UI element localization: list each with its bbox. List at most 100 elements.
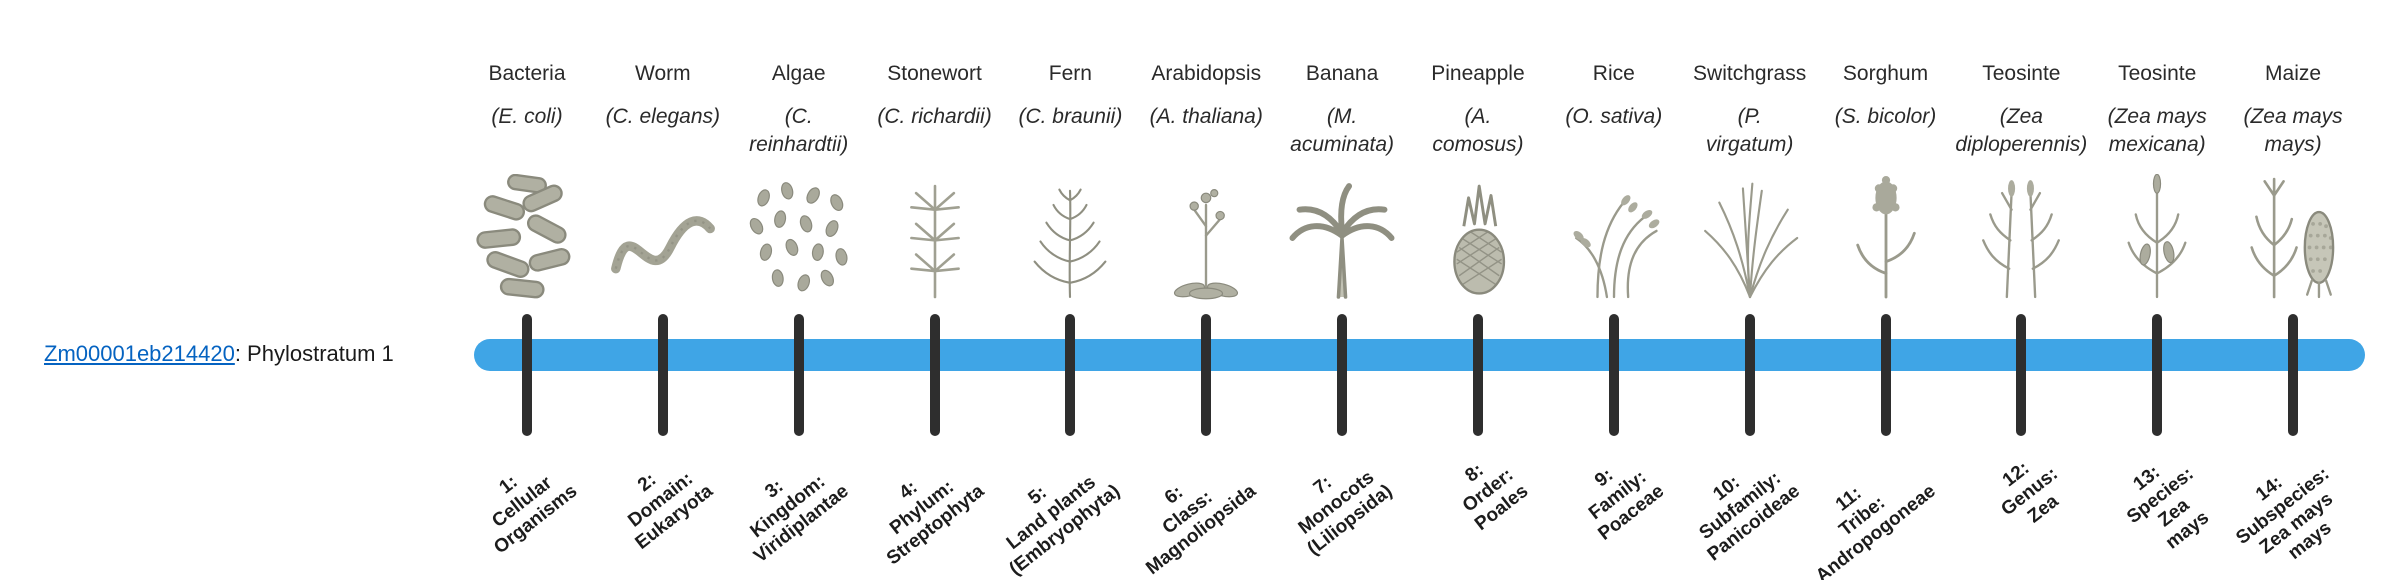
fern-icon (1033, 188, 1107, 299)
stratum-label: 8: Order: Poales (1444, 446, 1533, 536)
stratum-label: 2: Domain: Eukaryota (604, 446, 717, 555)
gene-link[interactable]: Zm00001eb214420 (44, 341, 235, 366)
organism-sci-line: (A. thaliana) (1149, 105, 1263, 128)
teosinte-diploperennis-icon (1982, 180, 2061, 299)
organism-sci-name: (Zea mays mays) (2223, 103, 2363, 159)
arabidopsis-icon (1174, 189, 1239, 300)
pineapple-icon (1453, 184, 1506, 295)
organism-sci-name: (M. acuminata) (1272, 103, 1412, 159)
organism-name: Switchgrass (1693, 62, 1807, 85)
organism-illustration (1408, 168, 1548, 302)
organism-sci-line: (Zea mays (2243, 105, 2343, 128)
rice-icon (1573, 195, 1660, 299)
stratum-label: 14: Subspecies: Zea mays mays (2219, 446, 2361, 580)
organism-sci-line: (S. bicolor) (1834, 105, 1937, 128)
organism-name: Rice (1592, 62, 1635, 85)
tick-mark (1201, 314, 1212, 436)
stratum-label: 4: Phylum: Streptophyta (856, 446, 989, 570)
gene-label: Zm00001eb214420: Phylostratum 1 (44, 341, 394, 367)
maize-icon (2250, 177, 2335, 299)
organism-illustration (1000, 168, 1140, 302)
organism-sci-line: virgatum) (1705, 133, 1794, 156)
organism-sci-line: (M. (1326, 105, 1358, 128)
tick-mark (2152, 314, 2163, 436)
stratum-label: 6: Class: Magnoliopsida (1115, 446, 1261, 580)
organism-name: Sorghum (1842, 62, 1929, 85)
organism-name: Bacteria (488, 62, 566, 85)
organism-sci-name: (Zea mays mexicana) (2087, 103, 2227, 159)
organism-sci-name: (A. thaliana) (1136, 103, 1276, 131)
organism-sci-line: (A. (1464, 105, 1492, 128)
organism-name: Worm (635, 62, 691, 85)
organism-sci-line: (P. (1737, 105, 1762, 128)
organism-illustration (1544, 168, 1684, 302)
organism-sci-name: (C. richardii) (865, 103, 1005, 131)
organism-sci-line: (C. braunii) (1018, 105, 1123, 128)
organism-illustration (2223, 168, 2363, 302)
organism-sci-line: (E. coli) (491, 105, 563, 128)
organism-name: Stonewort (887, 62, 982, 85)
teosinte-mexicana-icon (2127, 174, 2187, 299)
organism-sci-name: (C. reinhardtii) (729, 103, 869, 159)
tick-mark (1608, 314, 1619, 436)
tick-mark (2016, 314, 2027, 436)
organism-illustration (2087, 168, 2227, 302)
organism-sci-name: (C. elegans) (593, 103, 733, 131)
tick-mark (2288, 314, 2299, 436)
organism-sci-line: (Zea (1999, 105, 2043, 128)
organism-illustration (457, 168, 597, 302)
tick-mark (1880, 314, 1891, 436)
sorghum-icon (1855, 176, 1916, 299)
organism-sci-line: (O. sativa) (1565, 105, 1663, 128)
gene-label-suffix: : Phylostratum 1 (234, 341, 394, 366)
tick-mark (1065, 314, 1076, 436)
tick-mark (522, 314, 532, 436)
tick-mark (1337, 314, 1348, 436)
organism-illustration (1272, 168, 1412, 302)
organism-illustration (593, 168, 733, 302)
organism-name: Arabidopsis (1151, 62, 1262, 85)
switchgrass-icon (1703, 182, 1798, 299)
tick-mark (929, 314, 940, 436)
organism-sci-name: (C. braunii) (1000, 103, 1140, 131)
organism-name: Maize (2265, 62, 2322, 85)
worm-icon (610, 216, 715, 274)
tick-mark (1472, 314, 1483, 436)
organism-sci-line: (C. elegans) (605, 105, 721, 128)
algae-icon (749, 182, 848, 292)
stratum-label: 11: Tribe: Andropogoneae (1785, 446, 1940, 580)
organism-illustration (1816, 168, 1956, 302)
organism-illustration (865, 168, 1005, 302)
organism-illustration (729, 168, 869, 302)
stonewort-icon (909, 184, 960, 299)
organism-name: Pineapple (1431, 62, 1525, 85)
organism-name: Algae (771, 62, 826, 85)
organism-sci-line: reinhardtii) (749, 133, 849, 156)
organism-sci-line: mays) (2264, 133, 2322, 156)
stratum-label: 10: Subfamily: Panicoideae (1676, 446, 1804, 566)
banana-icon (1289, 183, 1395, 299)
organism-sci-line: (C. (784, 105, 813, 128)
tick-mark (793, 314, 804, 436)
organism-sci-name: (E. coli) (457, 103, 597, 131)
organism-sci-name: (P. virgatum) (1680, 103, 1820, 159)
organism-sci-name: (S. bicolor) (1816, 103, 1956, 131)
organism-sci-line: comosus) (1432, 133, 1524, 156)
stratum-label: 5: Land plants (Embryophyta) (979, 446, 1125, 580)
organism-sci-line: (Zea mays (2107, 105, 2207, 128)
organism-sci-line: acuminata) (1290, 133, 1395, 156)
organism-name: Banana (1305, 62, 1379, 85)
organism-name: Fern (1048, 62, 1092, 85)
tick-mark (657, 314, 668, 436)
bacteria-icon (476, 174, 571, 299)
organism-illustration (1680, 168, 1820, 302)
organism-sci-line: (C. richardii) (877, 105, 992, 128)
organism-illustration (1951, 168, 2091, 302)
stratum-label: 1: Cellular Organisms (463, 446, 582, 559)
stratum-label: 7: Monocots (Liliopsida) (1276, 446, 1396, 560)
stratum-label: 9: Family: Poaceae (1567, 446, 1668, 545)
stratum-label: 13: Species: Zea mays (2110, 446, 2226, 563)
stratum-label: 12: Genus: Zea (1984, 446, 2076, 538)
organism-sci-line: diploperennis) (1955, 133, 2088, 156)
